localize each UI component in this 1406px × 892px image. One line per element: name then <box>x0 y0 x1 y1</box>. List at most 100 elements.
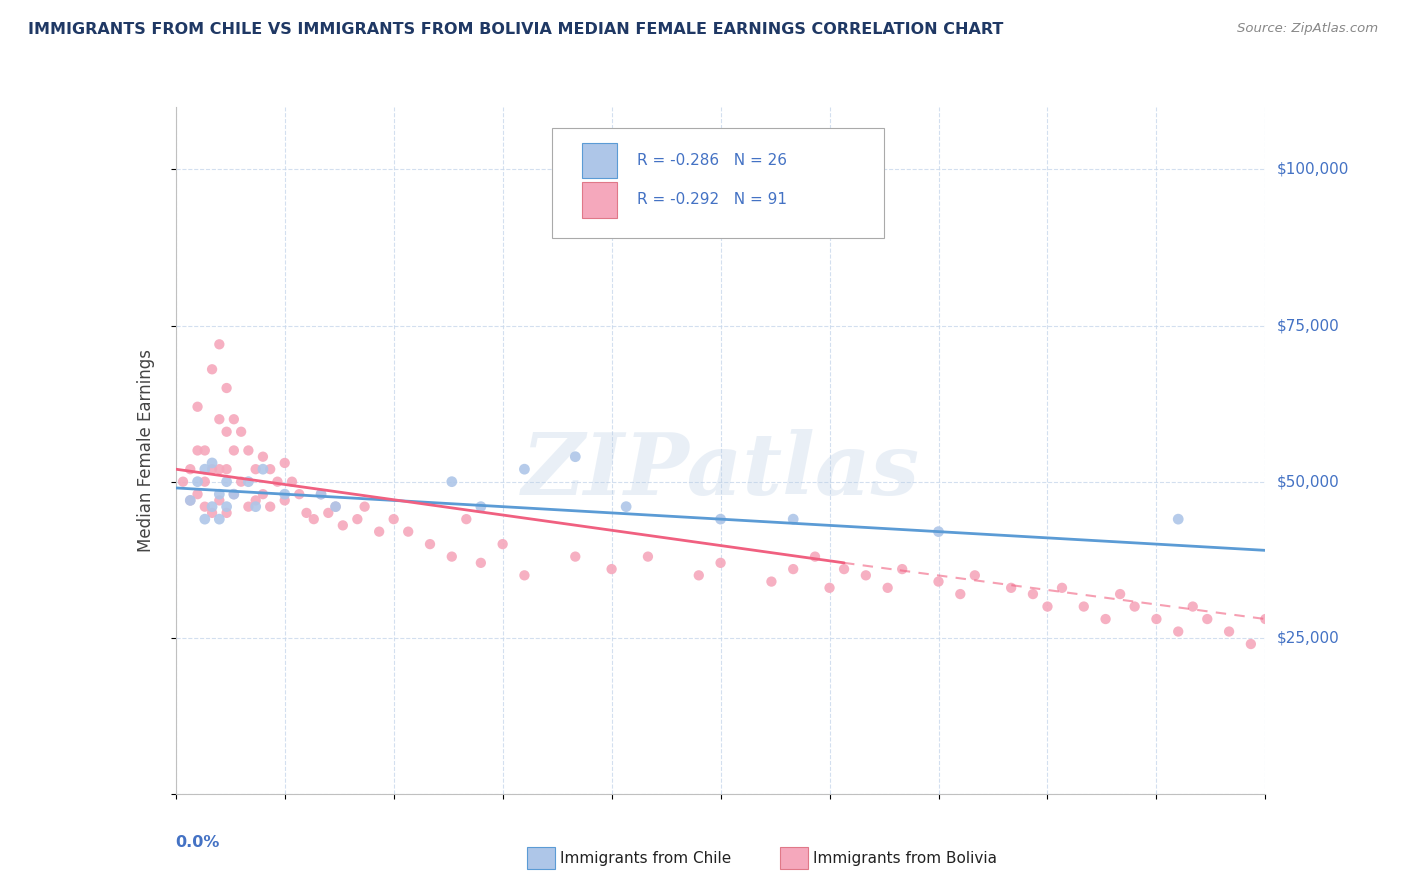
Point <box>245 493 267 508</box>
Point <box>295 506 318 520</box>
Point <box>368 524 391 539</box>
Point <box>208 493 231 508</box>
Point <box>513 568 536 582</box>
Point <box>1240 637 1263 651</box>
Point <box>782 562 804 576</box>
Text: R = -0.292   N = 91: R = -0.292 N = 91 <box>637 193 787 207</box>
Point <box>215 462 238 476</box>
Point <box>614 500 637 514</box>
Point <box>186 400 209 414</box>
Point <box>179 462 201 476</box>
Point <box>688 568 710 582</box>
Point <box>325 500 347 514</box>
Point <box>215 500 238 514</box>
Point <box>419 537 441 551</box>
Point <box>1036 599 1059 614</box>
Point <box>259 500 281 514</box>
Point <box>274 487 297 501</box>
Point <box>259 462 281 476</box>
Point <box>1109 587 1132 601</box>
Point <box>710 556 733 570</box>
Point <box>928 574 950 589</box>
Point <box>215 475 238 489</box>
Point <box>782 512 804 526</box>
Point <box>1181 599 1204 614</box>
Point <box>194 443 217 458</box>
Point <box>1197 612 1219 626</box>
Text: IMMIGRANTS FROM CHILE VS IMMIGRANTS FROM BOLIVIA MEDIAN FEMALE EARNINGS CORRELAT: IMMIGRANTS FROM CHILE VS IMMIGRANTS FROM… <box>28 22 1004 37</box>
Point <box>564 549 586 564</box>
Point <box>332 518 354 533</box>
Point <box>302 512 325 526</box>
Point <box>266 475 288 489</box>
Text: Immigrants from Bolivia: Immigrants from Bolivia <box>813 851 997 865</box>
Point <box>761 574 783 589</box>
Point <box>215 381 238 395</box>
Point <box>201 506 224 520</box>
Point <box>222 443 245 458</box>
Point <box>179 493 201 508</box>
Point <box>440 475 463 489</box>
Point <box>1167 624 1189 639</box>
Point <box>208 412 231 426</box>
Point <box>194 512 217 526</box>
Point <box>252 462 274 476</box>
FancyBboxPatch shape <box>582 143 617 178</box>
Point <box>855 568 877 582</box>
Text: $100,000: $100,000 <box>1277 162 1348 177</box>
Point <box>832 562 855 576</box>
Point <box>172 475 194 489</box>
Point <box>1073 599 1095 614</box>
Point <box>1277 662 1299 676</box>
Point <box>1218 624 1240 639</box>
Point <box>274 456 297 470</box>
Point <box>1268 649 1291 664</box>
Point <box>222 487 245 501</box>
Point <box>470 556 492 570</box>
Point <box>804 549 827 564</box>
Point <box>274 493 297 508</box>
Text: 0.0%: 0.0% <box>176 835 221 850</box>
Point <box>1146 612 1168 626</box>
Point <box>513 462 536 476</box>
Point <box>1000 581 1022 595</box>
Point <box>353 500 375 514</box>
Point <box>637 549 659 564</box>
Point <box>309 487 332 501</box>
Y-axis label: Median Female Earnings: Median Female Earnings <box>136 349 155 552</box>
Point <box>252 487 274 501</box>
Point <box>1094 612 1116 626</box>
FancyBboxPatch shape <box>551 128 884 237</box>
Point <box>492 537 515 551</box>
Point <box>440 549 463 564</box>
Point <box>710 512 733 526</box>
Point <box>396 524 419 539</box>
Point <box>818 581 841 595</box>
Point <box>309 487 332 501</box>
Point <box>1305 699 1327 714</box>
Text: $50,000: $50,000 <box>1277 475 1340 489</box>
Point <box>201 500 224 514</box>
Point <box>208 337 231 351</box>
Text: ZIPatlas: ZIPatlas <box>522 429 920 513</box>
Point <box>346 512 368 526</box>
Point <box>201 462 224 476</box>
Point <box>186 443 209 458</box>
Text: $75,000: $75,000 <box>1277 318 1340 333</box>
Point <box>564 450 586 464</box>
Point <box>222 487 245 501</box>
Text: $25,000: $25,000 <box>1277 631 1340 645</box>
Point <box>382 512 405 526</box>
Point <box>186 487 209 501</box>
Point <box>194 500 217 514</box>
Point <box>325 500 347 514</box>
Point <box>252 450 274 464</box>
Point <box>245 462 267 476</box>
Point <box>222 412 245 426</box>
Point <box>201 456 224 470</box>
Point <box>186 475 209 489</box>
Point <box>1123 599 1146 614</box>
Point <box>1022 587 1045 601</box>
Point <box>238 500 260 514</box>
Point <box>215 506 238 520</box>
